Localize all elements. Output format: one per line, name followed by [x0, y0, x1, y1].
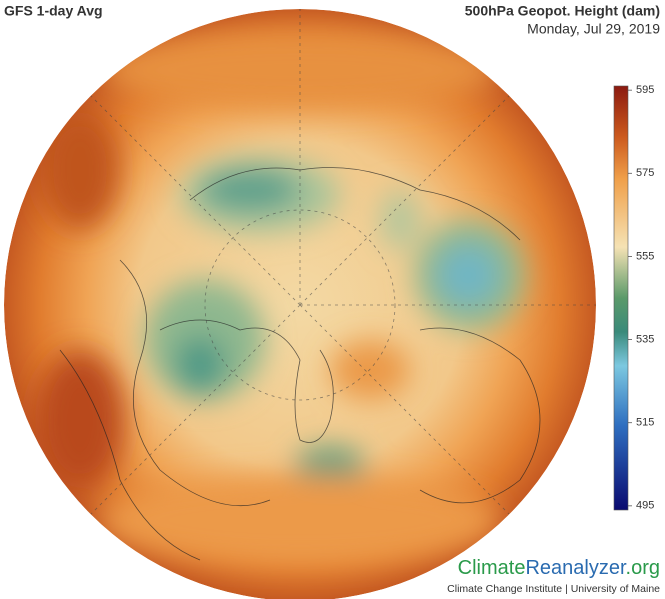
coastlines	[59, 167, 541, 561]
graticule	[90, 9, 596, 515]
colorbar-tick-label: 515	[636, 417, 654, 429]
colorbar	[613, 85, 629, 511]
logo-part: .org	[626, 557, 660, 579]
colorbar-tick-label: 555	[636, 250, 654, 262]
logo-part: Climate	[458, 557, 526, 579]
colorbar-tick-label: 595	[636, 84, 654, 96]
colorbar-tick-label: 535	[636, 333, 654, 345]
credit: Climate Change Institute | University of…	[447, 583, 660, 595]
colorbar-tick-label: 575	[636, 167, 654, 179]
height-field	[35, 30, 525, 565]
title: GFS 1-day Avg	[4, 3, 103, 19]
logo-part: Reanalyzer	[525, 557, 627, 579]
colorbar-tick-label: 495	[636, 500, 654, 512]
logo: ClimateReanalyzer.org	[458, 557, 660, 579]
variable-label: 500hPa Geopot. Height (dam)	[465, 3, 660, 19]
globe	[4, 9, 596, 599]
date-label: Monday, Jul 29, 2019	[527, 21, 660, 37]
